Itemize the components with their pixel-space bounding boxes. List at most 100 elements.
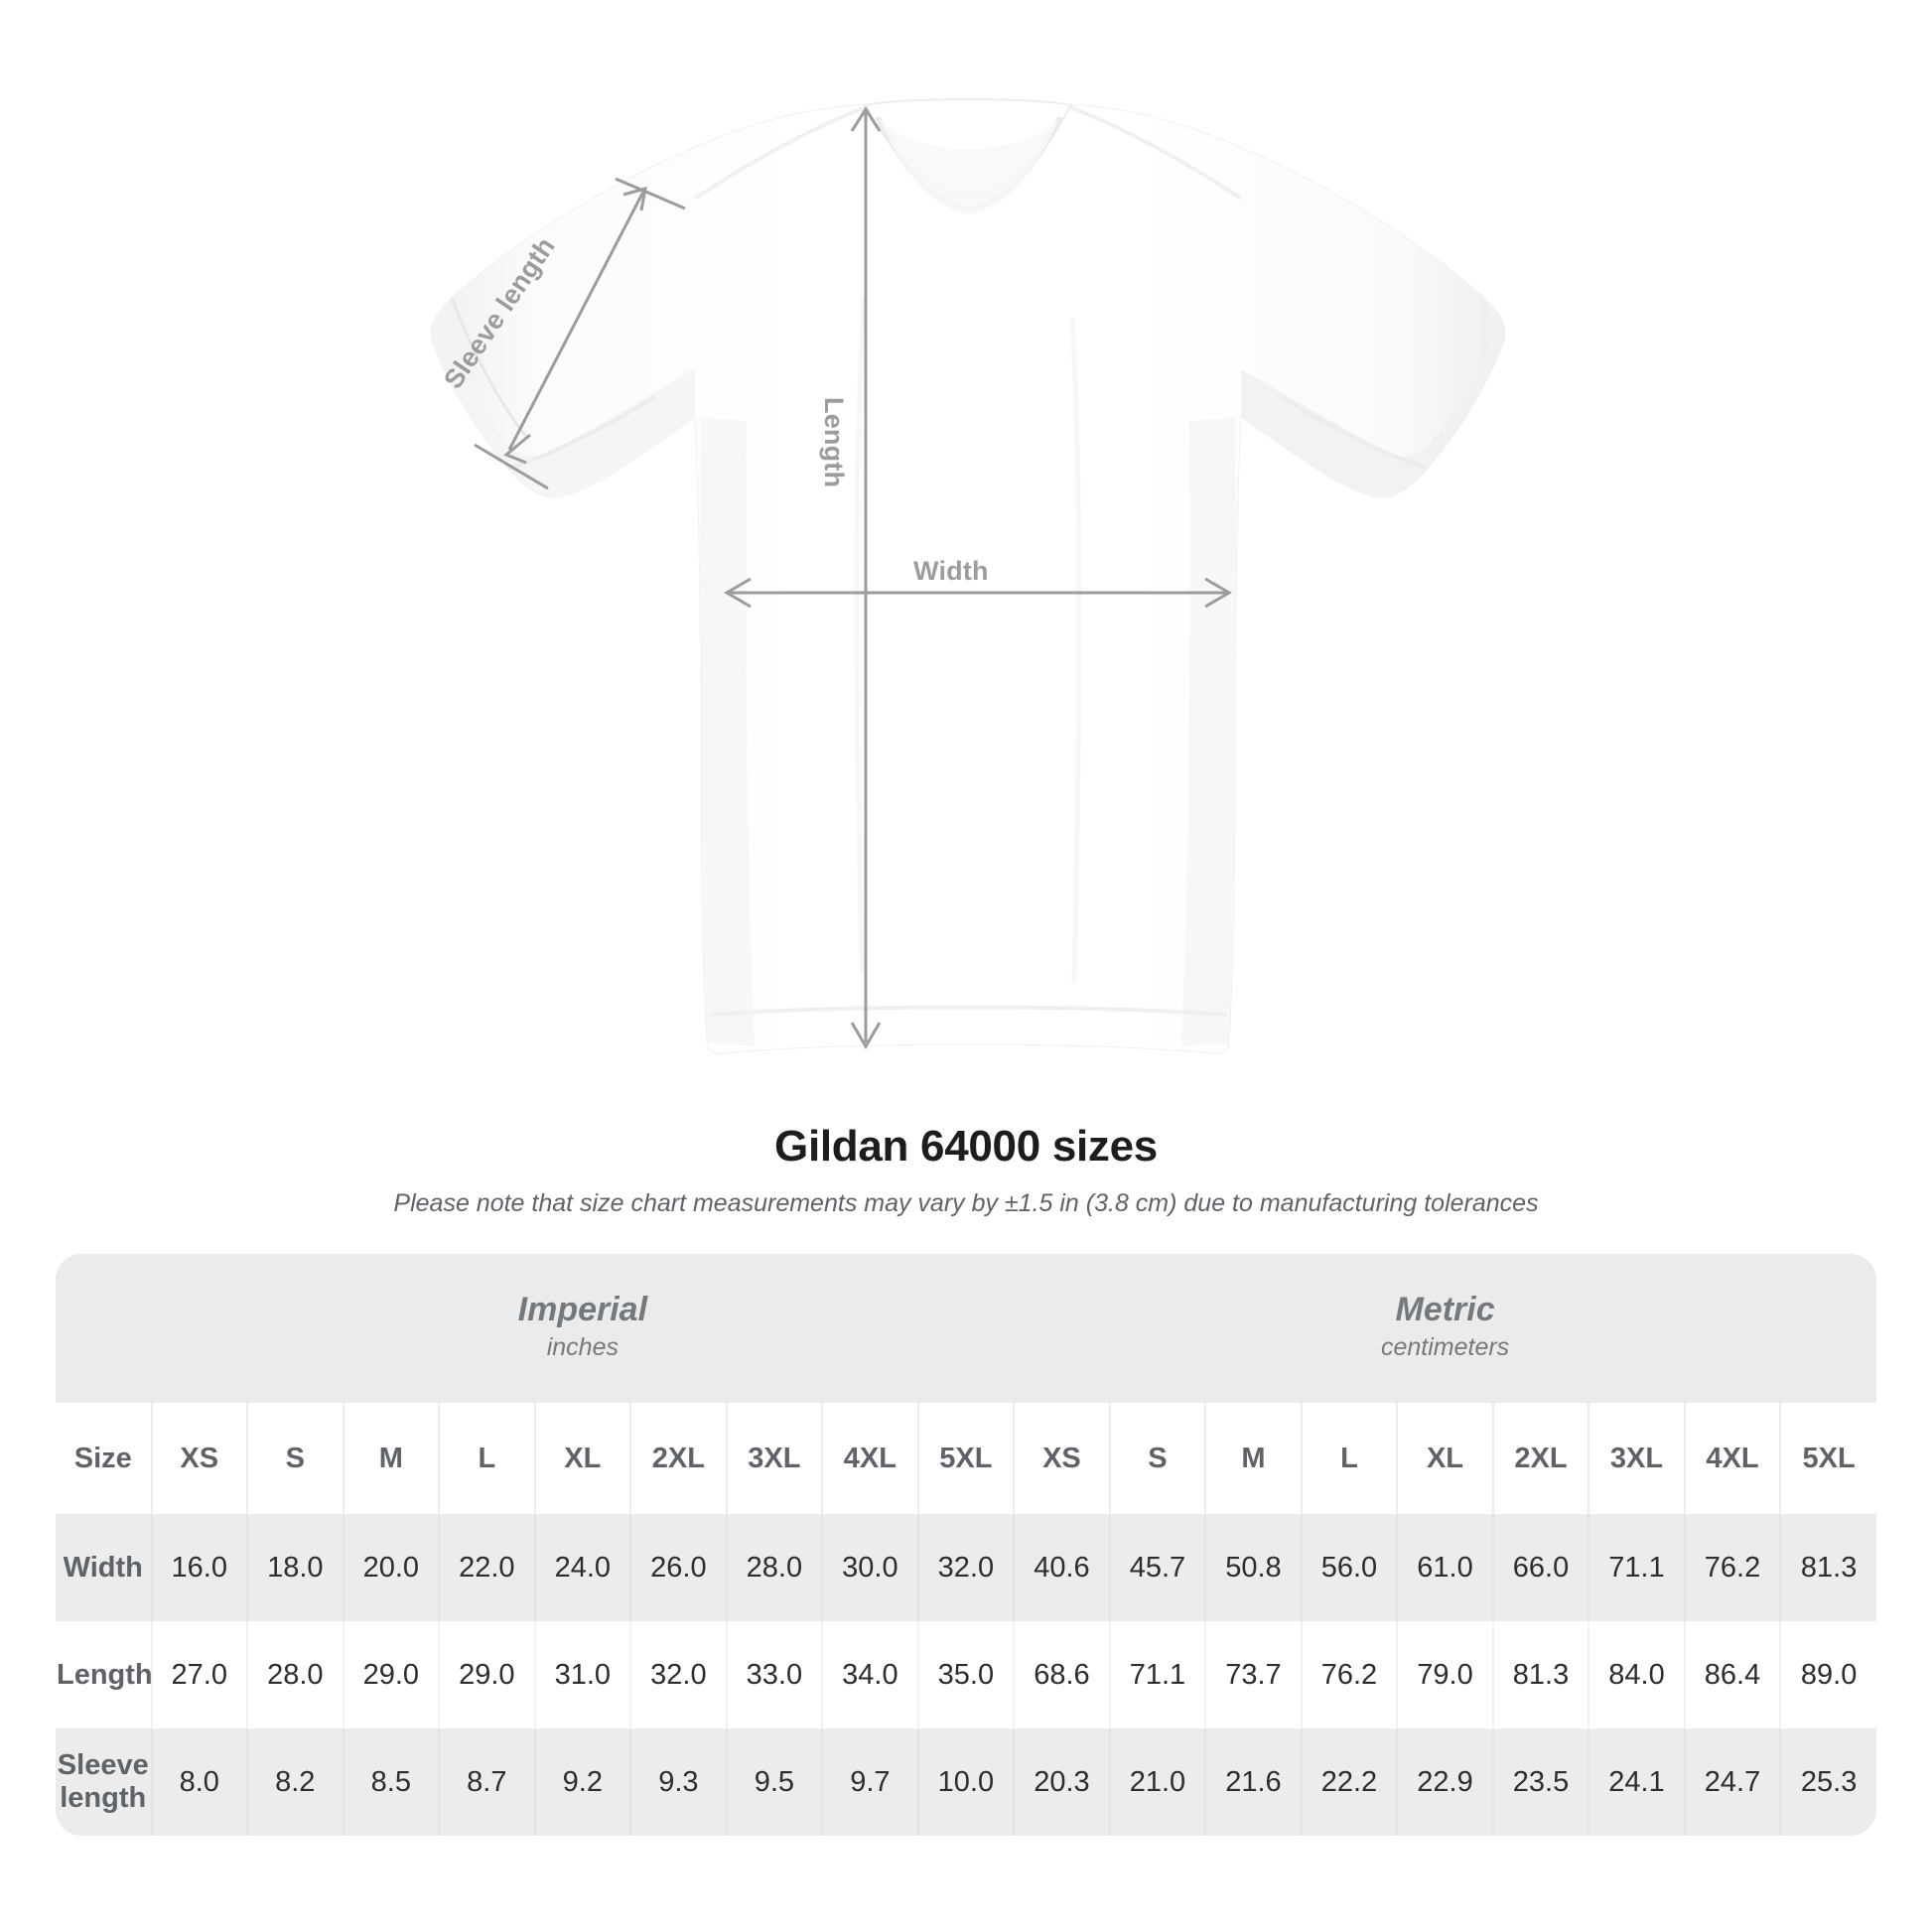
left-body-shade — [700, 417, 755, 1046]
measurement-cell: 32.0 — [630, 1621, 728, 1728]
measurement-cell: 73.7 — [1205, 1621, 1303, 1728]
collar-shadow — [878, 117, 1060, 214]
measurement-cell: 34.0 — [822, 1621, 919, 1728]
length-arrow-top — [850, 106, 882, 132]
measurement-cell: 24.1 — [1588, 1728, 1686, 1836]
tshirt-svg — [430, 97, 1506, 1054]
measurement-cell: 25.3 — [1780, 1728, 1876, 1836]
measurement-cell: 71.1 — [1588, 1514, 1686, 1621]
measurement-cell: 81.3 — [1492, 1621, 1590, 1728]
measurement-cell: 28.0 — [726, 1514, 824, 1621]
unit-header-row: Imperial inches Metric centimeters — [56, 1254, 1876, 1403]
sleeve-tick-bottom — [474, 443, 549, 490]
measurement-cell: 30.0 — [822, 1514, 919, 1621]
size-column-header: Size — [56, 1403, 153, 1514]
width-arrow-right — [1204, 577, 1232, 609]
measurement-cell: 8.0 — [151, 1728, 249, 1836]
unit-row-spacer — [56, 1254, 152, 1403]
measurement-cell: 86.4 — [1684, 1621, 1782, 1728]
measurement-cell: 68.6 — [1014, 1621, 1111, 1728]
measurement-cell: 29.0 — [343, 1621, 441, 1728]
size-header-cell: 4XL — [822, 1403, 919, 1514]
measurement-cell: 71.1 — [1109, 1621, 1207, 1728]
measurement-cell: 26.0 — [630, 1514, 728, 1621]
measurement-cell: 32.0 — [917, 1514, 1016, 1621]
size-header-cell: S — [247, 1403, 345, 1514]
left-shoulder-seam — [693, 105, 867, 201]
size-header-cell: 5XL — [917, 1403, 1016, 1514]
measurement-annotations — [474, 106, 1232, 1049]
row-header-length: Length — [56, 1621, 153, 1728]
unit-name: Metric — [1395, 1290, 1495, 1328]
left-sleeve-crease — [450, 297, 528, 438]
right-body-shade — [1181, 417, 1236, 1046]
measurement-cell: 8.5 — [343, 1728, 441, 1836]
measurement-cell: 76.2 — [1684, 1514, 1782, 1621]
measurement-cell: 16.0 — [151, 1514, 249, 1621]
unit-header-metric: Metric centimeters — [1014, 1254, 1876, 1403]
measurement-cell: 29.0 — [439, 1621, 536, 1728]
length-arrow-bottom — [850, 1022, 882, 1049]
measurement-cell: 9.5 — [726, 1728, 824, 1836]
size-header-cell: XS — [1014, 1403, 1111, 1514]
measurement-cell: 79.0 — [1397, 1621, 1494, 1728]
measurement-cell: 23.5 — [1492, 1728, 1590, 1836]
measurement-cell: 9.7 — [822, 1728, 919, 1836]
sleeve-line — [507, 191, 645, 451]
left-sleeve-shade — [431, 298, 695, 498]
measurement-cell: 89.0 — [1780, 1621, 1876, 1728]
measurement-cell: 20.3 — [1014, 1728, 1111, 1836]
right-sleeve-shade — [1241, 298, 1505, 498]
table-row: Length 27.0 28.0 29.0 29.0 31.0 32.0 33.0 34.0 35… — [56, 1621, 1876, 1728]
tshirt-illustration: Sleeve length Length Width — [430, 97, 1506, 1054]
tshirt-diagram: Sleeve length Length Width — [430, 97, 1506, 1054]
measurement-cell: 21.6 — [1205, 1728, 1303, 1836]
measurement-cell: 18.0 — [247, 1514, 345, 1621]
right-shoulder-seam — [1069, 105, 1243, 201]
unit-subtitle: centimeters — [1380, 1332, 1510, 1361]
measurement-cell: 33.0 — [726, 1621, 824, 1728]
measurement-cell: 21.0 — [1109, 1728, 1207, 1836]
measurement-cell: 10.0 — [917, 1728, 1016, 1836]
tolerance-note: Please note that size chart measurements… — [393, 1189, 1539, 1217]
length-label: Length — [819, 397, 849, 488]
measurement-cell: 40.6 — [1014, 1514, 1111, 1621]
right-sleeve-hem — [1279, 395, 1429, 471]
size-header-cell: 5XL — [1780, 1403, 1876, 1514]
unit-name: Imperial — [517, 1290, 648, 1328]
measurement-cell: 22.9 — [1397, 1728, 1494, 1836]
size-header-cell: M — [1205, 1403, 1303, 1514]
size-header-cell: L — [439, 1403, 536, 1514]
measurement-cell: 27.0 — [151, 1621, 249, 1728]
measurement-cell: 35.0 — [917, 1621, 1016, 1728]
left-sleeve-hem — [507, 395, 657, 471]
sleeve-arrow-top — [622, 186, 647, 211]
sleeve-arrow-bottom — [503, 433, 531, 465]
measurement-cell: 22.2 — [1301, 1728, 1399, 1836]
measurement-cell: 9.2 — [534, 1728, 632, 1836]
measurement-cell: 8.7 — [439, 1728, 536, 1836]
row-header-sleeve-length: Sleeve length — [56, 1728, 153, 1836]
unit-subtitle: inches — [546, 1332, 619, 1361]
size-header-cell: 3XL — [1588, 1403, 1686, 1514]
size-header-cell: XS — [151, 1403, 249, 1514]
size-header-cell: S — [1109, 1403, 1207, 1514]
page-title: Gildan 64000 sizes — [774, 1122, 1158, 1171]
size-header-cell: 4XL — [1684, 1403, 1782, 1514]
sleeve-tick-top — [615, 177, 686, 210]
size-header-row: Size XS S M L XL 2XL 3XL 4XL 5XL XS S M L XL 2XL 3XL 4XL 5… — [56, 1403, 1876, 1514]
size-header-cell: 3XL — [726, 1403, 824, 1514]
measurement-cell: 56.0 — [1301, 1514, 1399, 1621]
size-header-cell: 2XL — [1492, 1403, 1590, 1514]
measurement-cell: 8.2 — [247, 1728, 345, 1836]
size-header-cell: 2XL — [630, 1403, 728, 1514]
measurement-cell: 9.3 — [630, 1728, 728, 1836]
measurement-cell: 50.8 — [1205, 1514, 1303, 1621]
table-row: Width 16.0 18.0 20.0 22.0 24.0 26.0 28.0 30.0 32.… — [56, 1514, 1876, 1621]
size-chart-heading: Gildan 64000 sizes Please note that size… — [0, 1122, 1932, 1218]
row-header-width: Width — [56, 1514, 153, 1621]
size-header-cell: L — [1301, 1403, 1399, 1514]
size-table: Imperial inches Metric centimeters Size XS S M L… — [56, 1254, 1876, 1836]
measurement-cell: 81.3 — [1780, 1514, 1876, 1621]
size-table-container: Imperial inches Metric centimeters Size XS S M L… — [56, 1254, 1876, 1836]
